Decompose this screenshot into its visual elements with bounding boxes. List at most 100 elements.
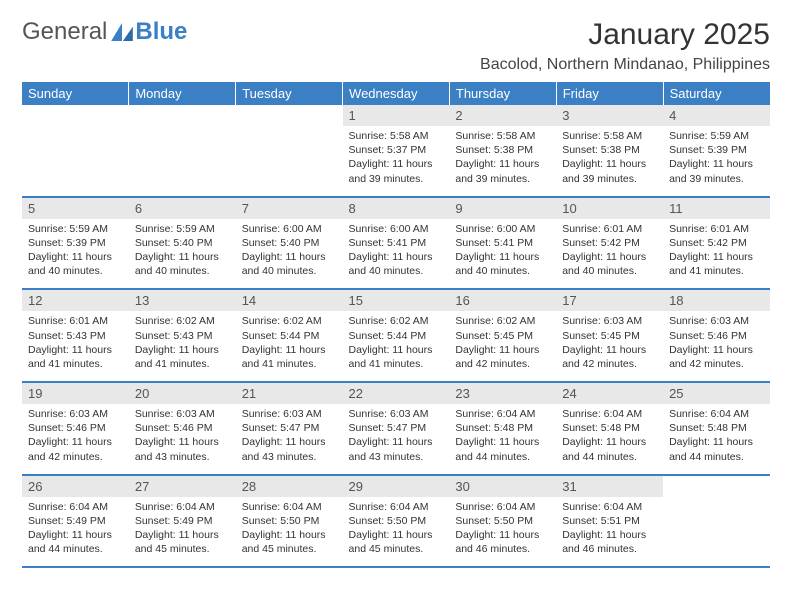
day-line: and 41 minutes. [349, 357, 444, 371]
day-line: Daylight: 11 hours [28, 343, 123, 357]
day-line: Sunset: 5:40 PM [242, 236, 337, 250]
day-content: Sunrise: 6:02 AMSunset: 5:43 PMDaylight:… [129, 311, 236, 381]
day-line: Sunset: 5:38 PM [562, 143, 657, 157]
day-line: Daylight: 11 hours [669, 435, 764, 449]
day-line: Sunset: 5:47 PM [349, 421, 444, 435]
day-line: Daylight: 11 hours [669, 250, 764, 264]
calendar-day-cell: 25Sunrise: 6:04 AMSunset: 5:48 PMDayligh… [663, 382, 770, 475]
day-number: 6 [129, 198, 236, 219]
day-line: and 44 minutes. [562, 450, 657, 464]
day-number: 15 [343, 290, 450, 311]
calendar-day-cell: 30Sunrise: 6:04 AMSunset: 5:50 PMDayligh… [449, 475, 556, 568]
day-line: Sunset: 5:50 PM [349, 514, 444, 528]
calendar-day-cell: 27Sunrise: 6:04 AMSunset: 5:49 PMDayligh… [129, 475, 236, 568]
day-content: Sunrise: 5:58 AMSunset: 5:37 PMDaylight:… [343, 126, 450, 196]
day-line: Sunset: 5:48 PM [455, 421, 550, 435]
calendar-day-cell: 17Sunrise: 6:03 AMSunset: 5:45 PMDayligh… [556, 289, 663, 382]
day-line: Sunset: 5:39 PM [28, 236, 123, 250]
day-line: Sunrise: 6:03 AM [562, 314, 657, 328]
day-number: 31 [556, 476, 663, 497]
day-line: and 41 minutes. [242, 357, 337, 371]
calendar-day-cell: 7Sunrise: 6:00 AMSunset: 5:40 PMDaylight… [236, 197, 343, 290]
calendar-table: Sunday Monday Tuesday Wednesday Thursday… [22, 82, 770, 568]
calendar-day-cell: 14Sunrise: 6:02 AMSunset: 5:44 PMDayligh… [236, 289, 343, 382]
day-content: Sunrise: 6:03 AMSunset: 5:46 PMDaylight:… [22, 404, 129, 474]
day-line: Sunrise: 6:00 AM [242, 222, 337, 236]
day-line: Daylight: 11 hours [349, 343, 444, 357]
day-line: and 41 minutes. [28, 357, 123, 371]
day-line: Sunset: 5:39 PM [669, 143, 764, 157]
calendar-day-cell: 18Sunrise: 6:03 AMSunset: 5:46 PMDayligh… [663, 289, 770, 382]
day-content: Sunrise: 6:02 AMSunset: 5:45 PMDaylight:… [449, 311, 556, 381]
day-line: and 44 minutes. [28, 542, 123, 556]
day-line: and 43 minutes. [242, 450, 337, 464]
calendar-day-cell: 4Sunrise: 5:59 AMSunset: 5:39 PMDaylight… [663, 105, 770, 197]
day-line: Sunrise: 6:04 AM [349, 500, 444, 514]
logo-text-2: Blue [135, 18, 187, 45]
day-line: and 45 minutes. [242, 542, 337, 556]
day-line: and 44 minutes. [669, 450, 764, 464]
day-line: Sunrise: 6:04 AM [562, 407, 657, 421]
day-line: Sunset: 5:50 PM [455, 514, 550, 528]
day-content: Sunrise: 6:00 AMSunset: 5:40 PMDaylight:… [236, 219, 343, 289]
calendar-body: ...1Sunrise: 5:58 AMSunset: 5:37 PMDayli… [22, 105, 770, 567]
calendar-week-row: 26Sunrise: 6:04 AMSunset: 5:49 PMDayligh… [22, 475, 770, 568]
day-line: Daylight: 11 hours [242, 250, 337, 264]
day-line: Daylight: 11 hours [455, 435, 550, 449]
day-line: and 40 minutes. [242, 264, 337, 278]
title-block: January 2025 Bacolod, Northern Mindanao,… [480, 18, 770, 74]
calendar-day-cell: 22Sunrise: 6:03 AMSunset: 5:47 PMDayligh… [343, 382, 450, 475]
day-line: and 46 minutes. [562, 542, 657, 556]
day-number: 18 [663, 290, 770, 311]
day-line: Sunrise: 6:03 AM [135, 407, 230, 421]
calendar-week-row: 5Sunrise: 5:59 AMSunset: 5:39 PMDaylight… [22, 197, 770, 290]
day-line: Sunset: 5:41 PM [349, 236, 444, 250]
day-content: Sunrise: 6:03 AMSunset: 5:45 PMDaylight:… [556, 311, 663, 381]
day-number: 16 [449, 290, 556, 311]
weekday-header: Tuesday [236, 82, 343, 105]
day-number: 20 [129, 383, 236, 404]
day-line: Sunset: 5:44 PM [349, 329, 444, 343]
day-content: Sunrise: 6:02 AMSunset: 5:44 PMDaylight:… [236, 311, 343, 381]
day-line: Sunrise: 6:03 AM [242, 407, 337, 421]
day-number: 9 [449, 198, 556, 219]
day-line: Daylight: 11 hours [135, 343, 230, 357]
day-line: Sunrise: 6:02 AM [135, 314, 230, 328]
day-content: Sunrise: 6:04 AMSunset: 5:48 PMDaylight:… [449, 404, 556, 474]
day-number: 27 [129, 476, 236, 497]
day-content: Sunrise: 5:59 AMSunset: 5:39 PMDaylight:… [22, 219, 129, 289]
day-line: Sunrise: 6:04 AM [455, 407, 550, 421]
day-line: Daylight: 11 hours [28, 435, 123, 449]
day-content: Sunrise: 6:02 AMSunset: 5:44 PMDaylight:… [343, 311, 450, 381]
day-line: Daylight: 11 hours [349, 157, 444, 171]
calendar-day-cell: 1Sunrise: 5:58 AMSunset: 5:37 PMDaylight… [343, 105, 450, 197]
day-line: Sunrise: 5:59 AM [135, 222, 230, 236]
day-content: Sunrise: 6:04 AMSunset: 5:51 PMDaylight:… [556, 497, 663, 567]
day-line: Sunset: 5:48 PM [562, 421, 657, 435]
day-number: 1 [343, 105, 450, 126]
day-content: Sunrise: 5:59 AMSunset: 5:39 PMDaylight:… [663, 126, 770, 196]
page-header: General Blue January 2025 Bacolod, North… [22, 18, 770, 74]
day-number: 22 [343, 383, 450, 404]
calendar-day-cell: 10Sunrise: 6:01 AMSunset: 5:42 PMDayligh… [556, 197, 663, 290]
day-content: Sunrise: 6:01 AMSunset: 5:42 PMDaylight:… [556, 219, 663, 289]
day-line: Sunrise: 5:59 AM [28, 222, 123, 236]
day-line: Daylight: 11 hours [562, 528, 657, 542]
calendar-week-row: 19Sunrise: 6:03 AMSunset: 5:46 PMDayligh… [22, 382, 770, 475]
day-line: and 44 minutes. [455, 450, 550, 464]
day-content: Sunrise: 6:04 AMSunset: 5:50 PMDaylight:… [236, 497, 343, 567]
calendar-week-row: 12Sunrise: 6:01 AMSunset: 5:43 PMDayligh… [22, 289, 770, 382]
day-number: 29 [343, 476, 450, 497]
day-line: Daylight: 11 hours [135, 528, 230, 542]
day-content: Sunrise: 6:04 AMSunset: 5:48 PMDaylight:… [556, 404, 663, 474]
calendar-day-cell: . [129, 105, 236, 197]
day-content: Sunrise: 6:04 AMSunset: 5:50 PMDaylight:… [449, 497, 556, 567]
calendar-day-cell: . [22, 105, 129, 197]
calendar-day-cell: . [236, 105, 343, 197]
calendar-day-cell: 12Sunrise: 6:01 AMSunset: 5:43 PMDayligh… [22, 289, 129, 382]
calendar-day-cell: 26Sunrise: 6:04 AMSunset: 5:49 PMDayligh… [22, 475, 129, 568]
day-number: 23 [449, 383, 556, 404]
day-line: and 43 minutes. [349, 450, 444, 464]
day-line: and 45 minutes. [135, 542, 230, 556]
day-line: Sunset: 5:45 PM [455, 329, 550, 343]
